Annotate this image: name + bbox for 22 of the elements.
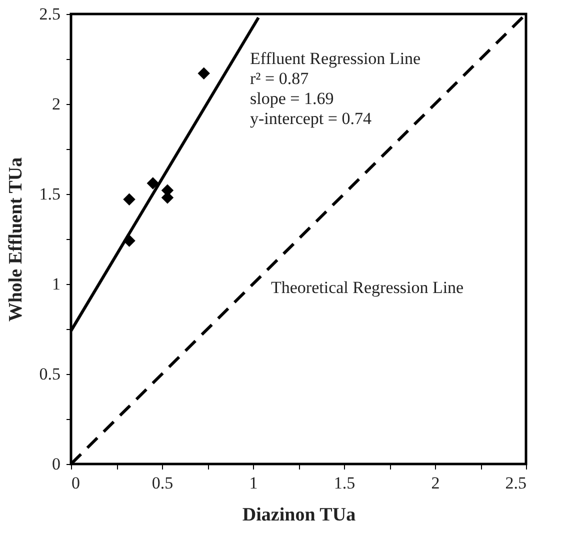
point — [123, 193, 136, 206]
x-tick-label: 1.5 — [334, 474, 356, 492]
x-tick-label: 1 — [249, 474, 258, 492]
annotation: Effluent Regression Line — [250, 49, 421, 68]
y-tick-label: 2.5 — [39, 4, 60, 24]
y-tick-label: 1 — [52, 274, 60, 294]
annotation: Theoretical Regression Line — [271, 278, 464, 297]
y-axis-title: Whole Effluent TUa — [5, 156, 26, 322]
y-tick-label: 2 — [52, 94, 60, 114]
y-tick-label: 0 — [52, 454, 60, 474]
annotation: y-intercept = 0.74 — [250, 109, 372, 128]
x-tick-label: 2 — [431, 474, 440, 492]
point — [198, 67, 210, 80]
annotation: slope = 1.69 — [250, 89, 334, 108]
annotation: r² = 0.87 — [250, 69, 310, 88]
x-tick-label: 0 — [72, 474, 80, 492]
x-tick-label: 0.5 — [152, 474, 174, 492]
point — [146, 177, 160, 190]
y-tick-label: 0.5 — [39, 364, 60, 384]
y-tick-label: 1.5 — [39, 184, 60, 204]
x-tick-label: 2.5 — [505, 474, 526, 492]
x-axis-title: Diazinon TUa — [242, 504, 356, 526]
